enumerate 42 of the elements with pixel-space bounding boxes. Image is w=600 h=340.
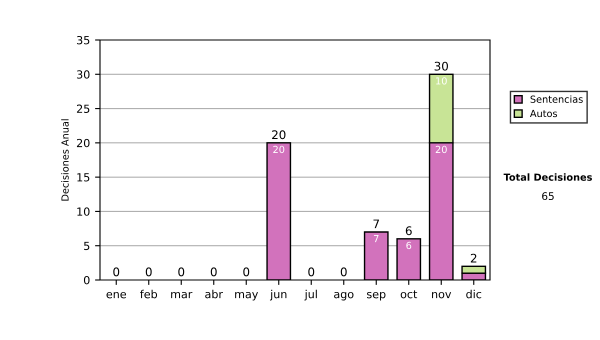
y-tick-label: 5 [84,242,90,250]
total-label: 0 [178,267,184,276]
total-label: 0 [243,267,250,276]
y-tick-label: 10 [77,207,90,216]
total-label: 0 [308,267,314,276]
x-tick-label: may [235,292,258,300]
text: 65 [542,192,554,200]
x-tick-label: ago [334,292,354,300]
x-tick-label: dic [466,290,482,298]
y-tick-label: 20 [76,138,90,148]
x-tick-label: jun [270,290,286,300]
total-label: 2 [470,254,476,262]
data-label: 20 [436,146,447,154]
legend-label: Sentencias [530,95,583,103]
y-tick-label: 25 [76,104,90,113]
x-tick-label: sep [367,292,386,300]
total-label: 0 [210,267,217,276]
text: Total Decisiones [504,173,592,181]
x-tick-label: feb [140,290,158,298]
total-label: 0 [113,267,120,276]
x-tick-label: jul [304,290,317,300]
y-axis-title: Decisiones Anual [61,119,69,201]
total-label: 30 [434,62,448,71]
total-label: 0 [146,267,152,276]
x-tick-label: ene [106,292,126,298]
x-tick-label: abr [205,290,223,298]
legend-label: Autos [530,110,558,118]
data-label: 6 [406,242,412,250]
total-label: 6 [406,226,412,236]
x-tick-label: oct [400,290,418,298]
total-label: 7 [373,220,379,228]
y-tick-label: 15 [77,173,90,182]
total-label: 20 [272,130,286,140]
x-tick-label: mar [171,292,192,298]
total-label: 0 [340,267,347,276]
data-label: 20 [273,146,284,154]
y-tick-label: 30 [76,70,90,79]
y-tick-label: 0 [84,276,90,284]
data-label: 10 [436,77,447,85]
y-tick-label: 35 [76,36,90,44]
x-tick-label: nov [432,292,452,298]
data-label: 7 [374,235,379,242]
